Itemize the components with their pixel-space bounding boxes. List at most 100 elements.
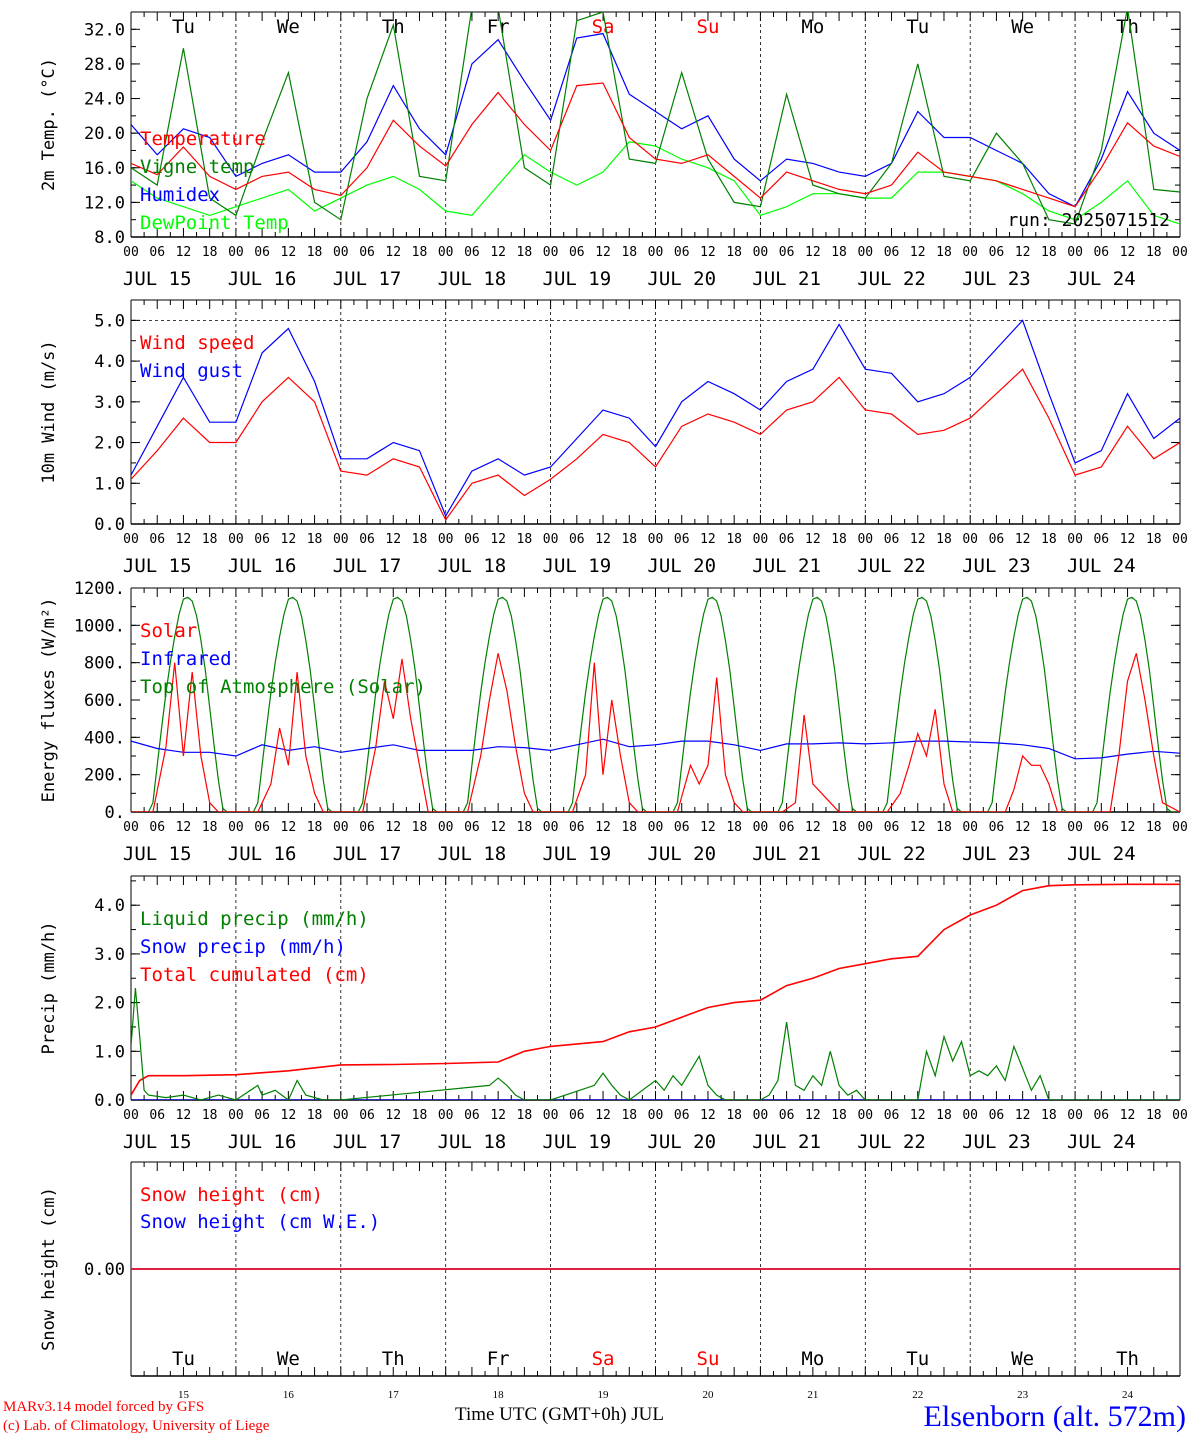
y-tick-label: 1.0 [94, 1042, 125, 1062]
date-label: JUL 23 [962, 1131, 1031, 1153]
day-number-label: 23 [1017, 1389, 1029, 1401]
hour-tick-label: 00 [228, 1108, 244, 1123]
weekday-label: Th [1116, 16, 1139, 38]
date-label: JUL 18 [438, 555, 507, 577]
date-label: JUL 23 [962, 843, 1031, 865]
hour-tick-label: 06 [569, 245, 585, 260]
day-number-label: 19 [598, 1389, 610, 1401]
date-label: JUL 24 [1067, 555, 1136, 577]
weekday-label: Tu [906, 16, 929, 38]
hour-tick-label: 12 [1015, 820, 1031, 835]
date-label: JUL 18 [438, 1131, 507, 1153]
hour-tick-label: 12 [910, 532, 926, 547]
hour-tick-label: 12 [595, 1108, 611, 1123]
series-line-1 [131, 319, 1180, 518]
hour-tick-label: 18 [412, 1108, 428, 1123]
hour-tick-label: 06 [674, 820, 690, 835]
series-line-0 [131, 368, 1180, 522]
hour-tick-label: 18 [1146, 532, 1162, 547]
hour-tick-label: 06 [464, 1108, 480, 1123]
hour-tick-label: 06 [254, 532, 270, 547]
hour-tick-label: 00 [543, 1108, 559, 1123]
legend-entry: Humidex [140, 184, 220, 206]
hour-tick-label: 00 [1067, 820, 1083, 835]
hour-tick-label: 06 [779, 532, 795, 547]
y-tick-label: 0.0 [94, 515, 125, 535]
hour-tick-label: 18 [517, 532, 533, 547]
legend-entry: Snow precip (mm/h) [140, 936, 346, 958]
y-tick-label: 24.0 [84, 90, 125, 110]
hour-tick-label: 00 [123, 245, 139, 260]
hour-tick-label: 18 [412, 532, 428, 547]
y-tick-label: 3.0 [94, 945, 125, 965]
hour-tick-label: 12 [1120, 245, 1136, 260]
series-line-1 [131, 12, 1180, 225]
date-label: JUL 17 [333, 1131, 402, 1153]
date-label: JUL 21 [752, 843, 821, 865]
date-label: JUL 15 [123, 1131, 192, 1153]
panel-3: 0. 200. 400. 600. 800. 1000. 1200. Energy fluxe… [39, 579, 1188, 865]
weekday-label: Sa [592, 16, 615, 38]
day-number-label: 17 [388, 1389, 400, 1401]
hour-tick-label: 12 [805, 1108, 821, 1123]
hour-tick-label: 18 [1146, 1108, 1162, 1123]
hour-tick-label: 06 [569, 532, 585, 547]
hour-tick-label: 00 [753, 1108, 769, 1123]
weekday-label: Su [697, 16, 720, 38]
legend-entry: Solar [140, 620, 197, 642]
hour-tick-label: 12 [595, 245, 611, 260]
hour-tick-label: 00 [857, 820, 873, 835]
y-tick-label: 8.0 [94, 228, 125, 248]
hour-tick-label: 18 [621, 820, 637, 835]
y-tick-label: 32.0 [84, 20, 125, 40]
y-axis-label: 2m Temp. (°C) [39, 58, 59, 191]
hour-tick-label: 12 [1015, 532, 1031, 547]
y-tick-label: 0.00 [84, 1260, 125, 1280]
hour-tick-label: 00 [648, 245, 664, 260]
hour-tick-label: 00 [123, 820, 139, 835]
hour-tick-label: 00 [962, 820, 978, 835]
weekday-label: Tu [172, 1348, 195, 1370]
hour-tick-label: 06 [1093, 532, 1109, 547]
legend-entry: Infrared [140, 648, 232, 670]
hour-tick-label: 06 [779, 820, 795, 835]
panel-4: 0.0 1.0 2.0 3.0 4.0 Precip (mm/h) 00 06 12 18 JUL … [39, 875, 1188, 1153]
y-tick-label: 400. [84, 728, 125, 748]
date-label: JUL 19 [543, 843, 612, 865]
hour-tick-label: 06 [779, 245, 795, 260]
hour-tick-label: 06 [674, 1108, 690, 1123]
hour-tick-label: 00 [1172, 1108, 1188, 1123]
weekday-label: Fr [487, 16, 510, 38]
hour-tick-label: 18 [307, 820, 323, 835]
hour-tick-label: 00 [228, 532, 244, 547]
hour-tick-label: 00 [857, 245, 873, 260]
date-label: JUL 22 [857, 1131, 926, 1153]
hour-tick-label: 00 [1067, 532, 1083, 547]
hour-tick-label: 18 [307, 532, 323, 547]
hour-tick-label: 12 [805, 245, 821, 260]
hour-tick-label: 12 [281, 245, 297, 260]
y-tick-label: 4.0 [94, 896, 125, 916]
hour-tick-label: 18 [1041, 532, 1057, 547]
hour-tick-label: 18 [936, 532, 952, 547]
hour-tick-label: 00 [1067, 245, 1083, 260]
hour-tick-label: 00 [648, 1108, 664, 1123]
series-line-1 [131, 738, 1180, 760]
hour-tick-label: 00 [753, 532, 769, 547]
hour-tick-label: 12 [1120, 532, 1136, 547]
y-tick-label: 5.0 [94, 311, 125, 331]
date-label: JUL 15 [123, 843, 192, 865]
hour-tick-label: 06 [1093, 245, 1109, 260]
hour-tick-label: 12 [385, 820, 401, 835]
panel-2: 0.0 1.0 2.0 3.0 4.0 5.0 10m Wind (m/s) 00 06 12 18… [39, 299, 1188, 577]
hour-tick-label: 06 [674, 532, 690, 547]
date-label: JUL 15 [123, 268, 192, 290]
legend-entry: Snow height (cm) [140, 1184, 323, 1206]
y-tick-label: 0.0 [94, 1091, 125, 1111]
hour-tick-label: 00 [543, 532, 559, 547]
hour-tick-label: 00 [1172, 820, 1188, 835]
legend-entry: Wind gust [140, 360, 243, 382]
weekday-label: Th [382, 1348, 405, 1370]
series-line-3 [131, 141, 1180, 225]
hour-tick-label: 18 [412, 245, 428, 260]
